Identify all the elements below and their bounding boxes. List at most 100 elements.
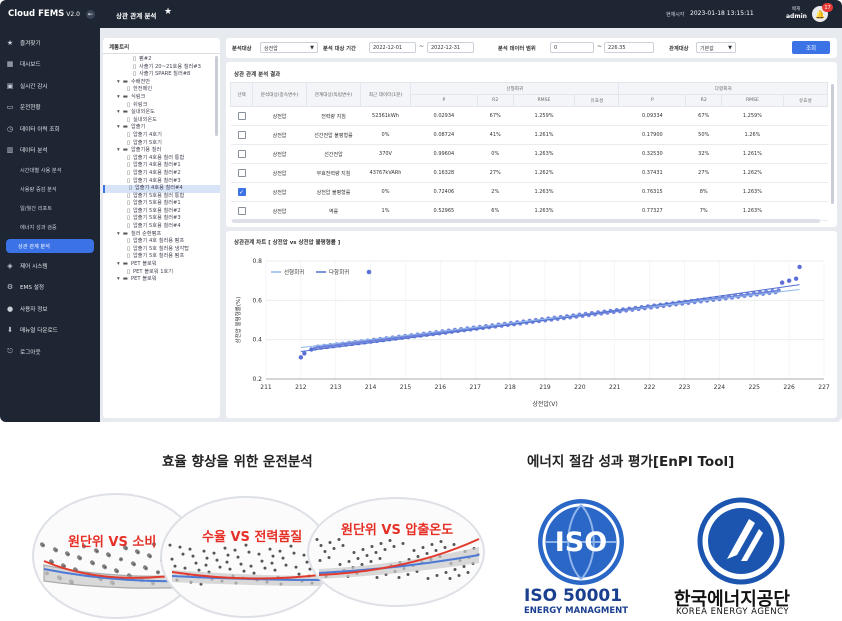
collapse-sidebar-icon[interactable]: ← <box>85 9 95 19</box>
relation-select[interactable]: 기본값 ▼ <box>696 42 736 53</box>
tree-node[interactable]: ▯ 압출기 5호용 칠러#4 <box>103 223 220 231</box>
tree-node[interactable]: ▯ 압출기 4호용 칠러#2 <box>103 170 220 178</box>
tree-folder[interactable]: ▾ ▬ 칠러 순환펌프 <box>103 231 220 239</box>
sidebar-subitem-0[interactable]: 시간대별 사용 분석 <box>20 168 62 174</box>
sidebar-item-items_after-0[interactable]: ◈ 제어 시스템 <box>0 255 100 277</box>
tree-node[interactable]: ▯ 압출기 4호 칠러용 펌프 <box>103 238 220 246</box>
cell-sig <box>574 144 619 164</box>
sidebar-item-items-1[interactable]: ▦ 대시보드 <box>0 54 100 76</box>
bubble-data-point <box>223 546 227 550</box>
cell-indep: 무효전력량 지침 <box>306 163 361 183</box>
bubble-data-point <box>284 563 288 567</box>
row-checkbox[interactable] <box>237 112 246 120</box>
bubble-data-point <box>435 574 439 577</box>
tree-node[interactable]: ▯ 압출기 5호용 칠러#3 <box>103 215 220 223</box>
search-button[interactable]: 조회 <box>792 41 830 54</box>
results-vscrollbar[interactable] <box>831 84 834 204</box>
table-row[interactable]: 상전압 선간전압 불평형률 0% 0.08724 41% 1.261% 0.17900 50%… <box>230 125 828 145</box>
col-independent: 관계대상(독립변수) <box>306 82 361 107</box>
user-name[interactable]: admin <box>786 13 807 20</box>
caret-down-icon[interactable]: ▾ <box>117 78 120 85</box>
tree-folder[interactable]: ▾ ▬ 압출기 <box>103 124 220 132</box>
tree-folder[interactable]: ▾ ▬ 식링크 <box>103 94 220 102</box>
sidebar-item-items_after-2[interactable]: ● 사용자 정보 <box>0 298 100 320</box>
sidebar-item-items-2[interactable]: ▣ 실시간 감시 <box>0 75 100 97</box>
range-from-input[interactable]: 0 <box>550 42 594 53</box>
sidebar-item-items_after-1[interactable]: ⚙ EMS 설정 <box>0 277 100 299</box>
col-poly-p: P <box>618 94 687 107</box>
sidebar-item-items_after-3[interactable]: ⬇ 매뉴얼 다운로드 <box>0 320 100 342</box>
x-tick-label: 224 <box>714 384 726 391</box>
sidebar-item-items-5[interactable]: ▥ 데이터 분석 <box>0 140 100 162</box>
caret-down-icon[interactable]: ▾ <box>117 124 120 131</box>
tree-node[interactable]: ▯ 압출기 4호용 칠러#1 <box>103 162 220 170</box>
sidebar-item-items-4[interactable]: ◷ 데이터 이력 조회 <box>0 118 100 140</box>
tree-node[interactable]: ▯ 실내외온도 <box>103 117 220 125</box>
cell-lrmse: 1.261% <box>513 125 575 145</box>
bubble-data-point <box>191 554 195 558</box>
row-checkbox[interactable]: ✓ <box>237 188 246 196</box>
sidebar-item-items-0[interactable]: ★ 즐겨찾기 <box>0 32 100 54</box>
sidebar-subitem-2[interactable]: 일/월간 리포트 <box>20 206 53 212</box>
tree-node[interactable]: ▯ 압출기 5호용 칠러#2 <box>103 208 220 216</box>
caret-down-icon[interactable]: ▾ <box>117 230 120 237</box>
tree-folder[interactable]: ▾ ▬ PET 블로워 <box>103 276 220 284</box>
caret-down-icon[interactable]: ▾ <box>117 109 120 116</box>
tree-node[interactable]: ▯ 압출기 5호기 <box>103 140 220 148</box>
tree-node[interactable]: ▯ 쉬링크 <box>103 102 220 110</box>
target-select[interactable]: 상전압 ▼ <box>260 42 318 53</box>
tree-node[interactable]: ▯ 압출기 5호 칠러용 펌프 <box>103 253 220 261</box>
cell-lr2: 2% <box>477 182 514 202</box>
results-hscrollbar[interactable] <box>232 219 820 223</box>
sidebar-item-items_after-4[interactable]: ⎋ 로그아웃 <box>0 341 100 363</box>
caret-down-icon[interactable]: ▾ <box>117 261 120 268</box>
range-to-input[interactable]: 226.35 <box>604 42 654 53</box>
sidebar-subitem-1[interactable]: 사용량 증감 분석 <box>20 187 57 193</box>
tree-folder[interactable]: ▾ ▬ PET 블로워 <box>103 261 220 269</box>
cell-sig <box>783 163 828 183</box>
table-row[interactable]: 상전압 무효전력량 지침 43767kVARh 0.16328 27% 1.262% 0.3… <box>230 163 828 183</box>
tree-node[interactable]: ▯ 압출기 4호기 <box>103 132 220 140</box>
table-row[interactable]: ✓ 상전압 상전압 불평형률 0% 0.72406 2% 1.263% 0.76315 8% 1.… <box>230 182 828 202</box>
caret-down-icon[interactable]: ▾ <box>117 147 120 154</box>
tree-folder[interactable]: ▾ ▬ 압출기용 칠러 <box>103 147 220 155</box>
bubble-data-point <box>239 562 243 566</box>
bubble-data-point <box>77 556 83 561</box>
tree-node[interactable]: ▯ 압출기 5호용 칠러 통합 <box>103 193 220 201</box>
row-checkbox[interactable] <box>237 207 246 215</box>
tree-node[interactable]: ▯ 압출기 4호용 칠러#3 <box>103 178 220 186</box>
tree-folder[interactable]: ▾ ▬ 수배전반 <box>103 79 220 87</box>
date-from-input[interactable]: 2022-12-01 <box>369 42 416 53</box>
tree-node[interactable]: ▯ PET 블로워 1호기 <box>103 269 220 277</box>
row-checkbox[interactable] <box>237 169 246 177</box>
caret-down-icon[interactable]: ▾ <box>117 276 120 283</box>
tree-node[interactable]: ▯ 한전메인 <box>103 86 220 94</box>
sidebar-subitem-4[interactable]: 상관 관계 분석 <box>6 239 94 253</box>
tree-node[interactable]: ▯ 펌#2 <box>103 56 220 64</box>
row-checkbox[interactable] <box>237 150 246 158</box>
table-row[interactable]: 상전압 선간전압 370V 0.99604 0% 1.263% 0.32530 32% 1.26… <box>230 144 828 164</box>
folder-icon: ▬ <box>122 230 128 237</box>
tree-node[interactable]: ▯ 압출기 5호용 칠러#1 <box>103 200 220 208</box>
tree-node[interactable]: ▯ 압출기 4호용 칠러 통합 <box>103 155 220 163</box>
sidebar-subitem-3[interactable]: 에너지 성과 검증 <box>20 225 57 231</box>
date-to-input[interactable]: 2022-12-31 <box>427 42 474 53</box>
bubble-data-point <box>228 567 232 571</box>
tree-node[interactable]: ▯ 사출기 SPARE 칠러#8 <box>103 71 220 79</box>
favorite-star-icon[interactable]: ★ <box>164 7 173 17</box>
bubble-data-point <box>205 556 209 560</box>
row-checkbox[interactable] <box>237 131 246 139</box>
data-point <box>302 351 307 356</box>
star-icon: ★ <box>6 38 14 47</box>
bubble-data-point <box>453 568 457 571</box>
tree-folder[interactable]: ▾ ▬ 실내외온도 <box>103 109 220 117</box>
caret-down-icon[interactable]: ▾ <box>117 93 120 100</box>
sidebar-item-items-3[interactable]: ▭ 운전현황 <box>0 97 100 119</box>
tree-node[interactable]: ▯ 압출기 4호용 칠러#4 <box>103 185 220 193</box>
cell-lr2: 27% <box>477 163 514 183</box>
table-row[interactable]: 상전압 역률 1% 0.52965 6% 1.263% 0.77327 7% 1.263% <box>230 201 828 221</box>
table-row[interactable]: 상전압 전력량 지침 52361kWh 0.02934 67% 1.259% 0.09334… <box>230 106 828 126</box>
tree-node[interactable]: ▯ 사출기 20~21호용 칠러#3 <box>103 64 220 72</box>
tree-scrollbar[interactable] <box>215 56 218 136</box>
tree-node[interactable]: ▯ 압출기 5호 칠러용 냉각탑 <box>103 246 220 254</box>
